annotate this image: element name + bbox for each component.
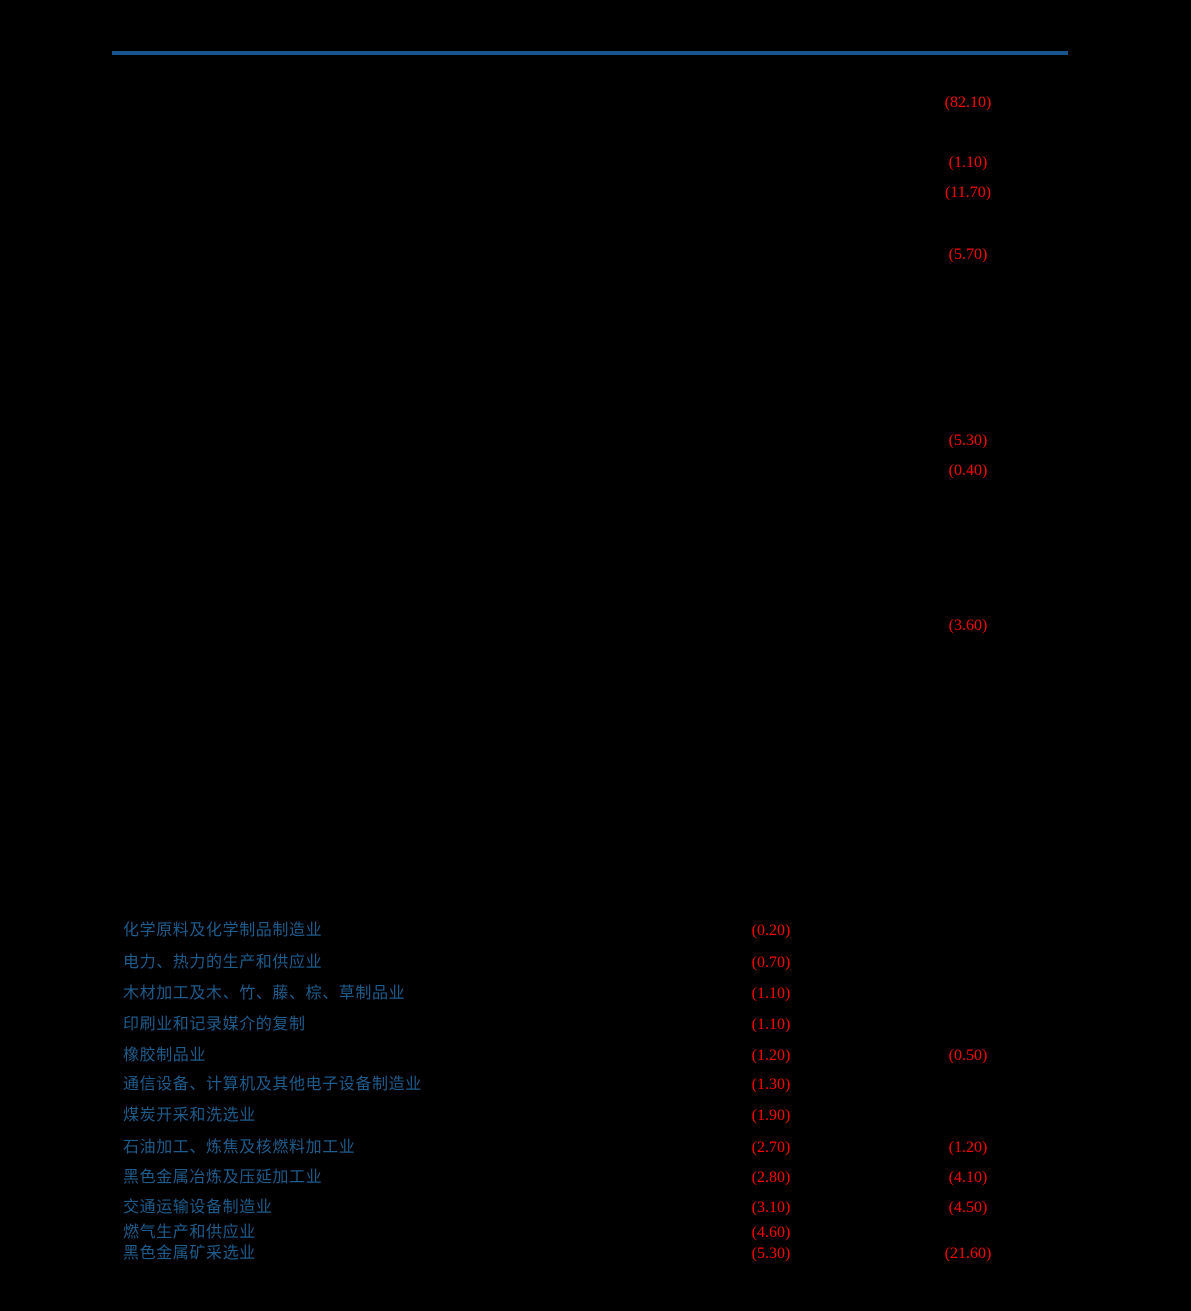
growth-value-2: (1.20) <box>948 1139 988 1156</box>
growth-value-1: (1.90) <box>751 1107 791 1124</box>
growth-value-1: (1.10) <box>751 1016 791 1033</box>
industry-name: 交通运输设备制造业 <box>123 1199 273 1216</box>
table-row: 橡胶制品业 (1.20) (0.50) <box>0 1046 1191 1066</box>
industry-name: 电力、热力的生产和供应业 <box>123 954 323 971</box>
industry-name: 橡胶制品业 <box>123 1047 207 1064</box>
growth-value-2: (4.10) <box>948 1169 988 1186</box>
growth-value-2: (4.50) <box>948 1199 988 1216</box>
table-row: 黑色金属矿采选业 (5.30) (21.60) <box>0 1244 1191 1264</box>
industry-name: 燃气生产和供应业 <box>123 1224 256 1241</box>
negative-value-label: (1.10) <box>948 154 988 171</box>
industry-name: 黑色金属冶炼及压延加工业 <box>123 1169 323 1186</box>
growth-value-1: (2.80) <box>751 1169 791 1186</box>
negative-value-label: (5.70) <box>948 246 988 263</box>
growth-value-1: (0.20) <box>751 922 791 939</box>
negative-value-label: (3.60) <box>948 617 988 634</box>
growth-value-1: (4.60) <box>751 1224 791 1241</box>
table-row: 印刷业和记录媒介的复制 (1.10) <box>0 1015 1191 1035</box>
growth-value-1: (5.30) <box>751 1245 791 1262</box>
table-row: 通信设备、计算机及其他电子设备制造业 (1.30) <box>0 1075 1191 1095</box>
negative-value-label: (0.40) <box>948 462 988 479</box>
growth-value-1: (1.20) <box>751 1047 791 1064</box>
growth-value-1: (3.10) <box>751 1199 791 1216</box>
table-row: 木材加工及木、竹、藤、棕、草制品业 (1.10) <box>0 984 1191 1004</box>
industry-name: 印刷业和记录媒介的复制 <box>123 1016 306 1033</box>
industry-name: 黑色金属矿采选业 <box>123 1245 256 1262</box>
industry-name: 通信设备、计算机及其他电子设备制造业 <box>123 1076 422 1093</box>
header-rule <box>112 51 1068 55</box>
growth-value-1: (0.70) <box>751 954 791 971</box>
table-row: 石油加工、炼焦及核燃料加工业 (2.70) (1.20) <box>0 1138 1191 1158</box>
negative-value-label: (5.30) <box>948 432 988 449</box>
table-row: 煤炭开采和洗选业 (1.90) <box>0 1106 1191 1126</box>
growth-value-2: (21.60) <box>944 1245 992 1262</box>
industry-name: 煤炭开采和洗选业 <box>123 1107 256 1124</box>
industry-name: 木材加工及木、竹、藤、棕、草制品业 <box>123 985 406 1002</box>
table-row: 化学原料及化学制品制造业 (0.20) <box>0 921 1191 941</box>
growth-value-1: (1.30) <box>751 1076 791 1093</box>
table-row: 黑色金属冶炼及压延加工业 (2.80) (4.10) <box>0 1168 1191 1188</box>
table-row: 交通运输设备制造业 (3.10) (4.50) <box>0 1198 1191 1218</box>
negative-value-label: (82.10) <box>944 94 992 111</box>
table-row: 电力、热力的生产和供应业 (0.70) <box>0 953 1191 973</box>
growth-value-1: (1.10) <box>751 985 791 1002</box>
growth-value-2: (0.50) <box>948 1047 988 1064</box>
negative-value-label: (11.70) <box>944 184 992 201</box>
industry-name: 化学原料及化学制品制造业 <box>123 922 323 939</box>
growth-value-1: (2.70) <box>751 1139 791 1156</box>
industry-name: 石油加工、炼焦及核燃料加工业 <box>123 1139 356 1156</box>
table-row: 燃气生产和供应业 (4.60) <box>0 1223 1191 1243</box>
